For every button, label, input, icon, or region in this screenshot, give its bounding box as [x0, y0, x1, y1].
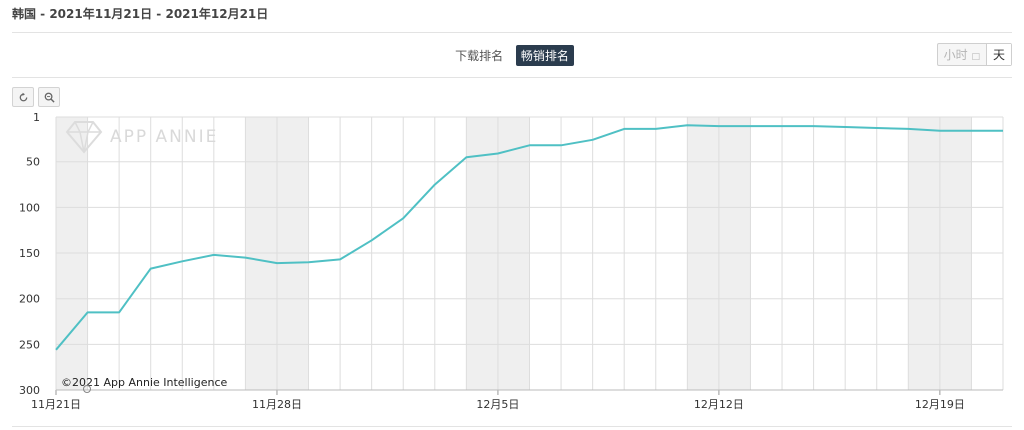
- watermark: APP ANNIE: [65, 121, 218, 154]
- x-tick-label: 11月21日: [31, 398, 81, 411]
- series-line: [55, 124, 1004, 351]
- hour-button[interactable]: 小时 □: [938, 44, 986, 65]
- watermark-text: APP ANNIE: [110, 127, 218, 147]
- y-tick-label: 200: [19, 293, 40, 306]
- time-unit-toggle: 小时 □ 天: [936, 43, 1012, 66]
- toolbar-divider: [12, 77, 1012, 78]
- y-tick-label: 50: [26, 156, 40, 169]
- zoom-icon: [44, 92, 55, 103]
- gridlines: [55, 116, 1004, 391]
- y-tick-label: 100: [19, 201, 40, 214]
- copyright-credit: ©2021 App Annie Intelligence: [61, 376, 228, 389]
- cursor-icon: [83, 385, 91, 393]
- chart-title: 韩国 - 2021年11月21日 - 2021年12月21日: [12, 7, 269, 21]
- day-button[interactable]: 天: [985, 44, 1011, 65]
- x-tick-label: 11月28日: [252, 398, 302, 411]
- lock-icon: □: [971, 52, 980, 62]
- hour-label: 小时: [943, 48, 968, 62]
- y-tick-label: 150: [19, 247, 40, 260]
- x-axis-labels: 11月21日 11月28日 12月5日 12月12日 12月19日: [31, 389, 1003, 411]
- y-tick-label: 250: [19, 338, 40, 351]
- zoom-button[interactable]: [38, 87, 60, 107]
- top-divider: [12, 32, 1012, 33]
- y-tick-label: 300: [19, 384, 40, 397]
- bottom-divider: [12, 426, 1012, 427]
- rank-type-tabs: 下载排名 畅销排名: [0, 45, 1024, 66]
- y-tick-label: 1: [33, 111, 40, 124]
- reset-icon: [19, 92, 27, 101]
- tab-grossing-rank[interactable]: 畅销排名: [515, 45, 574, 66]
- app-annie-logo-icon: [65, 121, 103, 154]
- x-tick-label: 12月12日: [694, 398, 744, 411]
- x-tick-label: 12月5日: [476, 398, 519, 411]
- x-tick-label: 12月19日: [915, 398, 965, 411]
- reset-zoom-button[interactable]: [12, 87, 34, 107]
- tab-download-rank[interactable]: 下载排名: [455, 49, 504, 63]
